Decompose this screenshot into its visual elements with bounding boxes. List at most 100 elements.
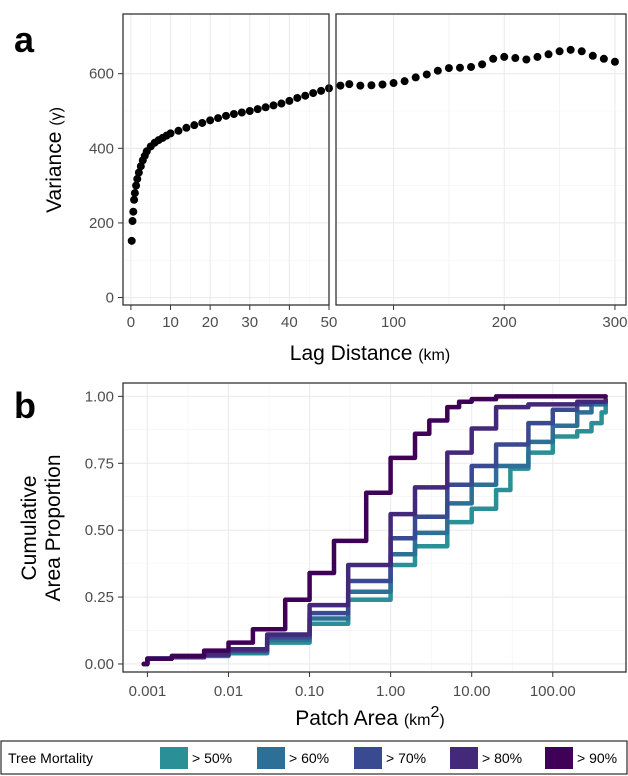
data-point [198, 118, 207, 127]
legend-entry-label: > 70% [386, 750, 426, 766]
data-point [130, 189, 139, 198]
data-point [400, 77, 409, 86]
data-point [214, 114, 223, 123]
data-point [522, 55, 531, 64]
x-tick-label: 50 [321, 314, 338, 331]
data-point [467, 62, 476, 71]
y-tick-label: 0.25 [85, 589, 114, 606]
panel-a-y-axis: 0 200 400 600 [89, 66, 123, 307]
panel-background [123, 383, 626, 672]
x-tick-label: 0.01 [214, 683, 243, 700]
data-point [336, 81, 345, 90]
x-tick-label: 40 [281, 314, 298, 331]
x-tick-label: 10.00 [453, 683, 491, 700]
x-tick-label: 200 [492, 314, 517, 331]
data-point [174, 126, 183, 135]
panel-b-plot: 0.001 0.01 0.10 1.00 10.00 100.00 0.00 0.25 0.50… [85, 382, 627, 700]
x-tick-label: 20 [202, 314, 219, 331]
panel-b-x-axis-label: Patch Area (km2) [295, 704, 444, 730]
series-line [141, 394, 608, 667]
data-point [444, 64, 453, 73]
legend-title: Tree Mortality [8, 750, 93, 766]
data-point [599, 54, 608, 63]
y-tick-label: 0.50 [85, 522, 114, 539]
x-tick-label: 100.00 [530, 683, 576, 700]
panel-border [122, 13, 330, 306]
x-tick-label: 10 [162, 314, 179, 331]
legend-entry-label: > 60% [289, 750, 329, 766]
data-point [190, 121, 199, 130]
panel-a-facet-right: 100 200 300 [335, 13, 627, 331]
data-point [301, 91, 310, 100]
data-point [129, 207, 138, 216]
data-point [182, 123, 191, 132]
legend-swatch [160, 747, 188, 769]
legend-entry-label: > 50% [192, 750, 232, 766]
legend-swatch [354, 747, 382, 769]
legend-swatch [257, 747, 285, 769]
x-tick-label: 300 [602, 314, 627, 331]
panel-background [123, 14, 329, 305]
data-point [566, 45, 575, 54]
data-point [544, 50, 553, 59]
data-point [511, 54, 520, 63]
y-tick-label: 200 [89, 215, 114, 232]
data-point [261, 103, 270, 112]
y-tick-label: 0.75 [85, 455, 114, 472]
data-point [134, 168, 143, 177]
data-point [610, 57, 619, 66]
data-point [277, 99, 286, 108]
data-point [533, 52, 542, 61]
y-tick-label: 600 [89, 66, 114, 83]
data-point [237, 108, 246, 117]
legend-swatch [545, 747, 573, 769]
panel-a-label: a [14, 19, 35, 60]
data-point [489, 54, 498, 63]
x-tick-label: 0.10 [295, 683, 324, 700]
data-point [455, 63, 464, 72]
y-tick-label: 400 [89, 140, 114, 157]
data-point [500, 52, 509, 61]
data-point [130, 195, 139, 204]
x-tick-label: 0 [127, 314, 135, 331]
x-tick-label: 0.001 [129, 683, 167, 700]
data-point [222, 111, 230, 120]
data-point [478, 60, 487, 69]
legend-entry-label: > 80% [482, 750, 522, 766]
data-point [245, 107, 254, 115]
data-point [367, 81, 376, 90]
panel-b-y-axis-label: Cumulative Area Proportion [18, 454, 65, 601]
data-point [389, 79, 398, 88]
data-point [317, 86, 326, 95]
legend-entry-label: > 90% [577, 750, 617, 766]
x-tick-label: 30 [241, 314, 258, 331]
data-point [206, 116, 215, 125]
y-tick-label: 0.00 [85, 656, 114, 673]
y-tick-label: 1.00 [85, 388, 114, 405]
data-point [132, 181, 141, 190]
data-point [555, 47, 564, 56]
data-point [133, 174, 142, 183]
data-point [433, 66, 442, 75]
legend-swatch [450, 747, 478, 769]
y-axis-label-line-2: Area Proportion [42, 454, 65, 601]
panel-b-label: b [14, 385, 36, 426]
data-point [285, 96, 294, 105]
panel-a-facet-left: 0 10 20 30 40 50 [122, 13, 338, 331]
data-point [166, 129, 175, 138]
y-tick-label: 0 [106, 290, 114, 307]
x-tick-label: 1.00 [376, 683, 405, 700]
panel-background [336, 14, 626, 305]
data-point [577, 47, 586, 56]
data-point [269, 101, 278, 110]
data-point [422, 70, 431, 79]
panel-border [122, 382, 627, 673]
panel-a-x-axis-label: Lag Distance (km) [290, 342, 450, 365]
data-point [588, 51, 597, 60]
data-point [229, 109, 238, 118]
data-point [293, 93, 302, 102]
panel-a-y-axis-label: Variance (γ) [43, 107, 66, 213]
data-point [127, 236, 136, 245]
data-point [253, 105, 262, 114]
